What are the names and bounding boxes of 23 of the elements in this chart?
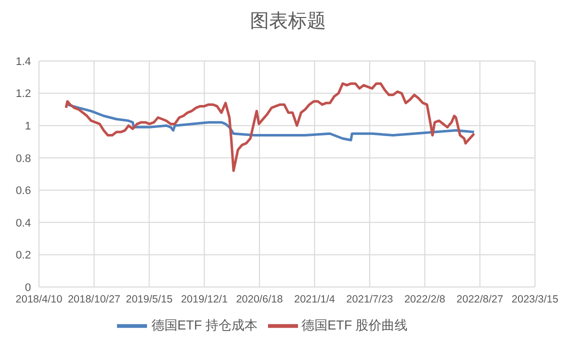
x-tick-label: 2021/1/4 xyxy=(294,293,336,306)
y-tick-label: 0.4 xyxy=(16,217,31,230)
y-tick-label: 0.2 xyxy=(16,250,31,262)
y-tick-label: 0 xyxy=(24,282,31,294)
x-tick-label: 2019/12/1 xyxy=(180,293,228,306)
line-series xyxy=(66,103,476,142)
chart-title: 图表标题 xyxy=(249,10,327,34)
line-series xyxy=(64,82,476,172)
x-tick-label: 2020/6/18 xyxy=(236,293,283,306)
x-tick-label: 2022/2/8 xyxy=(404,293,446,306)
legend-label: 德国ETF 持仓成本 xyxy=(151,317,258,332)
y-tick-label: 1 xyxy=(24,120,31,132)
x-tick-label: 2021/7/23 xyxy=(346,293,394,306)
y-tick-label: 0.6 xyxy=(16,185,31,198)
y-tick-label: 1.4 xyxy=(16,56,31,68)
x-tick-label: 2018/4/10 xyxy=(16,293,63,306)
x-tick-label: 2022/8/27 xyxy=(456,293,504,306)
x-tick-label: 2018/10/27 xyxy=(68,293,121,306)
y-tick-label: 0.8 xyxy=(16,152,31,165)
x-tick-label: 2019/5/15 xyxy=(126,293,173,306)
x-tick-label: 2023/3/15 xyxy=(512,293,559,306)
y-tick-label: 1.2 xyxy=(16,88,31,100)
legend-label: 德国ETF 股价曲线 xyxy=(302,317,408,332)
